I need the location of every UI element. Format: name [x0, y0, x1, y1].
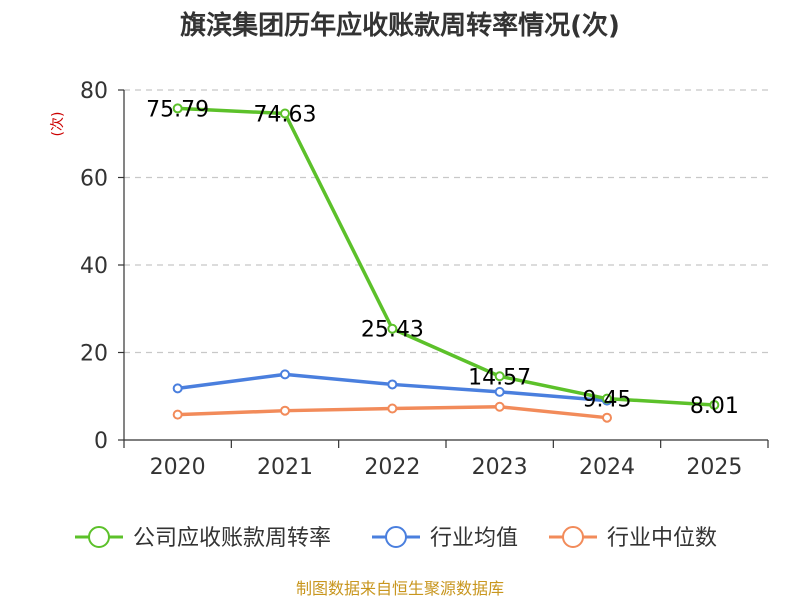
series-line — [177, 106, 715, 407]
x-tick-label: 2021 — [257, 455, 313, 480]
data-point — [494, 386, 505, 397]
series-0 — [172, 103, 720, 410]
y-axis-label: (次) — [50, 112, 66, 137]
x-tick-label: 2020 — [150, 455, 206, 480]
legend-marker — [562, 526, 584, 548]
legend-item: 行业均值 — [372, 526, 518, 551]
x-tick-label: 2025 — [686, 455, 742, 480]
data-point — [602, 412, 612, 423]
x-tick-label: 2022 — [364, 455, 420, 480]
series-2 — [172, 401, 612, 423]
data-label: 25.43 — [361, 318, 424, 343]
y-tick-label: 20 — [80, 342, 108, 367]
legend-marker — [385, 526, 407, 548]
legend-item: 公司应收账款周转率 — [75, 526, 331, 551]
data-point — [602, 393, 612, 404]
y-tick-label: 80 — [80, 79, 108, 104]
data-point — [387, 379, 398, 390]
y-tick-label: 0 — [94, 429, 108, 454]
legend: 公司应收账款周转率 行业均值 行业中位数 — [75, 526, 717, 551]
x-tick-label: 2024 — [579, 455, 635, 480]
data-point — [172, 383, 183, 394]
data-label: 8.01 — [690, 394, 739, 419]
data-point — [172, 103, 183, 114]
axes: 0 20 40 60 80 2020 2021 2022 2023 2024 2025 — [80, 79, 769, 480]
data-label: 74.63 — [254, 102, 317, 127]
y-tick-label: 40 — [80, 254, 108, 279]
legend-marker — [88, 526, 110, 548]
data-label: 14.57 — [468, 365, 531, 390]
data-point — [280, 108, 290, 119]
series-lines — [172, 103, 720, 423]
legend-label: 公司应收账款周转率 — [133, 526, 331, 551]
legend-item: 行业中位数 — [549, 526, 717, 551]
data-point — [280, 405, 290, 416]
data-point — [387, 323, 398, 334]
chart-title: 旗滨集团历年应收账款周转率情况(次) — [180, 10, 620, 41]
source-note: 制图数据来自恒生聚源数据库 — [296, 579, 504, 598]
data-labels: 75.79 74.63 25.43 14.57 9.45 8.01 — [146, 97, 739, 419]
y-tick-label: 60 — [80, 167, 108, 192]
data-point — [709, 399, 720, 410]
legend-label: 行业均值 — [430, 526, 518, 551]
data-point — [280, 369, 290, 380]
data-point — [387, 403, 398, 414]
data-label: 75.79 — [146, 97, 209, 122]
data-point — [494, 371, 505, 382]
data-label: 9.45 — [583, 388, 632, 413]
legend-label: 行业中位数 — [607, 526, 717, 551]
x-tick-label: 2023 — [472, 455, 528, 480]
data-point — [494, 401, 505, 412]
data-point — [172, 409, 183, 420]
gridlines — [124, 89, 768, 354]
